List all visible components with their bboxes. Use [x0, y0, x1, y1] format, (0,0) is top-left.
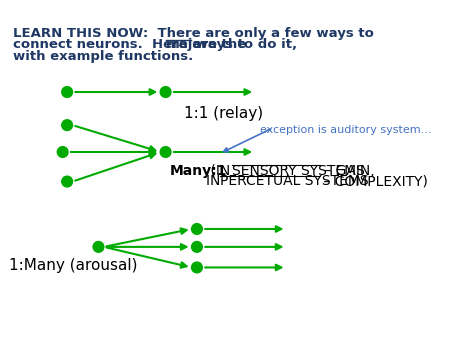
- Circle shape: [192, 262, 202, 273]
- Text: – COMPLEXITY): – COMPLEXITY): [319, 174, 427, 188]
- Circle shape: [192, 242, 202, 252]
- Text: SENSORY SYSTEMS: SENSORY SYSTEMS: [232, 164, 364, 178]
- Text: ways to do it,: ways to do it,: [191, 38, 297, 51]
- Circle shape: [62, 120, 72, 130]
- Text: connect neurons.  Here are the: connect neurons. Here are the: [14, 38, 251, 51]
- Text: with example functions.: with example functions.: [14, 50, 194, 63]
- Circle shape: [62, 87, 72, 97]
- Text: 1:1 (relay): 1:1 (relay): [184, 106, 263, 121]
- Circle shape: [160, 87, 171, 97]
- Text: Many:1: Many:1: [170, 164, 227, 178]
- Text: exception is auditory system...: exception is auditory system...: [260, 125, 431, 135]
- Text: (IN: (IN: [206, 164, 234, 178]
- Text: PERCETUAL SYSTEMS: PERCETUAL SYSTEMS: [220, 174, 369, 188]
- Circle shape: [160, 147, 171, 158]
- Text: – GAIN,: – GAIN,: [320, 164, 374, 178]
- Circle shape: [192, 224, 202, 234]
- Text: 1:Many (arousal): 1:Many (arousal): [9, 258, 137, 273]
- Circle shape: [57, 147, 68, 158]
- Text: IN: IN: [206, 174, 225, 188]
- Circle shape: [62, 176, 72, 187]
- Text: LEARN THIS NOW:  There are only a few ways to: LEARN THIS NOW: There are only a few way…: [14, 27, 374, 40]
- Circle shape: [93, 242, 104, 252]
- Text: major: major: [166, 38, 209, 51]
